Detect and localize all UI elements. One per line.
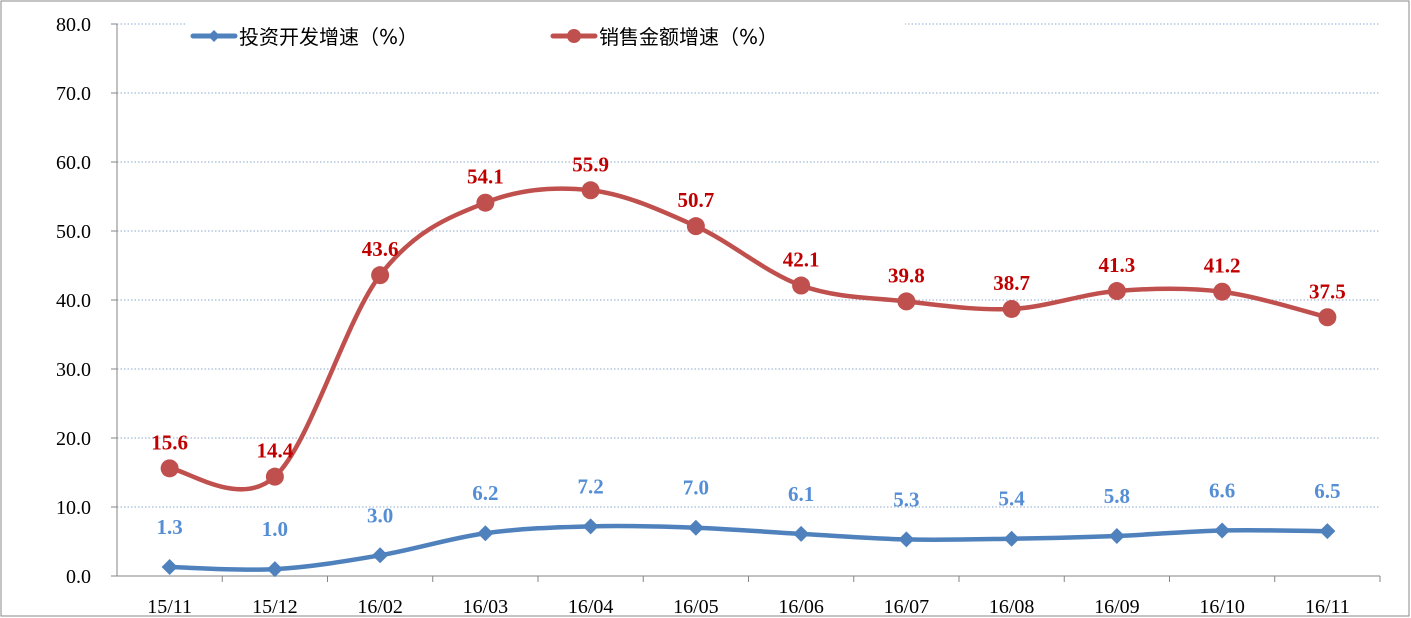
legend-background (185, 14, 905, 54)
legend-marker (567, 29, 581, 43)
x-tick-label: 15/11 (147, 596, 192, 618)
data-label: 7.0 (683, 476, 709, 500)
data-point (161, 559, 178, 576)
data-point (265, 467, 284, 486)
legend-label: 投资开发增速（%） (239, 25, 418, 49)
x-tick-label: 16/09 (1094, 596, 1140, 618)
data-label: 39.8 (888, 263, 925, 287)
data-point (372, 547, 389, 564)
data-label: 6.1 (788, 482, 814, 506)
x-tick-label: 16/11 (1305, 596, 1350, 618)
x-tick-label: 16/05 (673, 596, 719, 618)
data-point (1319, 523, 1336, 540)
data-point (160, 459, 179, 478)
x-tick-label: 16/10 (1199, 596, 1245, 618)
data-label: 41.2 (1204, 254, 1241, 278)
data-label: 50.7 (678, 188, 715, 212)
legend-label: 销售金额增速（%） (599, 25, 778, 49)
data-point (1213, 282, 1232, 301)
data-point (476, 193, 495, 212)
data-point (793, 525, 810, 542)
data-label: 37.5 (1309, 279, 1346, 303)
x-tick-label: 16/02 (357, 596, 403, 618)
data-label: 1.0 (262, 517, 288, 541)
y-tick-label: 40.0 (56, 290, 91, 312)
data-label: 3.0 (367, 503, 393, 527)
data-label: 5.3 (893, 487, 919, 511)
y-tick-label: 50.0 (56, 221, 91, 243)
data-point (897, 292, 916, 311)
data-point (1003, 530, 1020, 547)
y-tick-label: 0.0 (66, 566, 91, 588)
data-label: 7.2 (578, 474, 604, 498)
data-point (1318, 308, 1337, 327)
data-label: 42.1 (783, 248, 820, 272)
x-tick-label: 15/12 (252, 596, 298, 618)
data-label: 41.3 (1099, 253, 1136, 277)
data-label: 15.6 (151, 430, 188, 454)
x-tick-label: 16/06 (778, 596, 824, 618)
x-tick-label: 16/08 (989, 596, 1035, 618)
data-point (1108, 527, 1125, 544)
y-tick-label: 10.0 (56, 497, 91, 519)
data-label: 14.4 (257, 439, 294, 463)
data-point (582, 518, 599, 535)
data-point (792, 276, 811, 295)
x-tick-label: 16/04 (568, 596, 614, 618)
data-point (581, 181, 600, 200)
x-tick-label: 16/03 (463, 596, 509, 618)
data-label: 54.1 (467, 165, 504, 189)
data-point (1002, 299, 1021, 318)
data-label: 1.3 (157, 515, 183, 539)
data-label: 6.2 (472, 481, 498, 505)
data-point (371, 266, 390, 285)
data-label: 43.6 (362, 237, 399, 261)
y-tick-label: 80.0 (56, 14, 91, 36)
data-point (1214, 522, 1231, 539)
data-point (266, 561, 283, 578)
y-tick-label: 30.0 (56, 359, 91, 381)
legend-marker (208, 30, 220, 42)
data-point (1107, 282, 1126, 301)
x-tick-label: 16/07 (884, 596, 930, 618)
data-label: 6.6 (1209, 478, 1235, 502)
y-tick-label: 70.0 (56, 83, 91, 105)
data-point (686, 217, 705, 236)
data-point (687, 519, 704, 536)
data-label: 55.9 (572, 152, 609, 176)
data-label: 6.5 (1314, 479, 1340, 503)
data-point (477, 525, 494, 542)
data-label: 5.8 (1104, 484, 1130, 508)
data-label: 5.4 (999, 487, 1026, 511)
y-tick-label: 20.0 (56, 428, 91, 450)
data-point (898, 531, 915, 548)
series-line (169, 523, 1328, 572)
y-tick-label: 60.0 (56, 152, 91, 174)
data-label: 38.7 (993, 271, 1030, 295)
